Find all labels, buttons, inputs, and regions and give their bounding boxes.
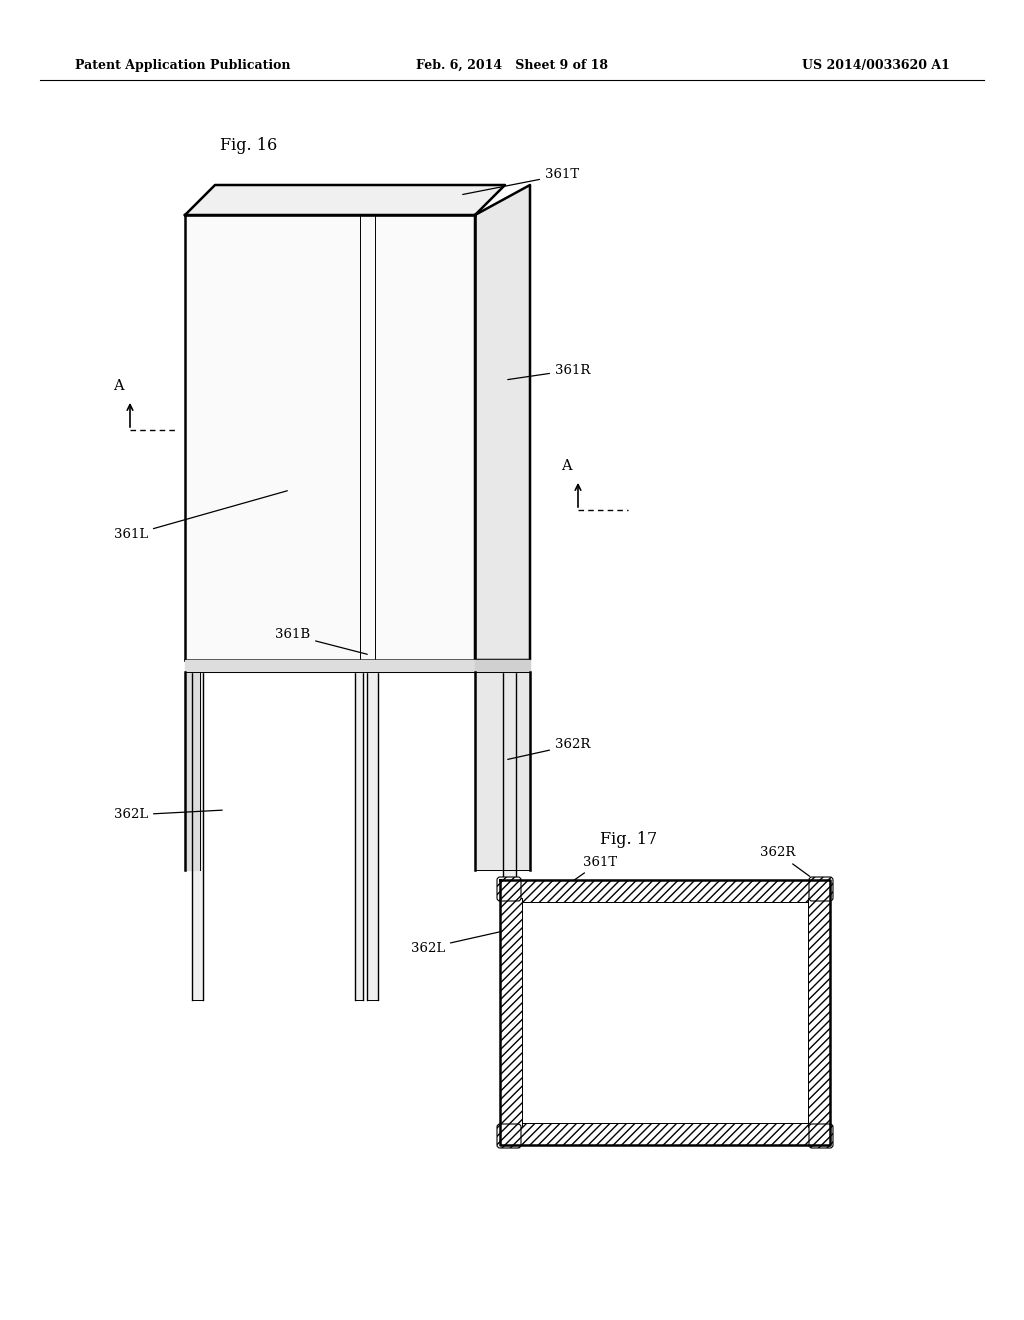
Text: US 2014/0033620 A1: US 2014/0033620 A1 (802, 58, 950, 71)
Text: 362R: 362R (508, 738, 591, 759)
FancyBboxPatch shape (497, 1125, 521, 1148)
Text: 361T: 361T (572, 855, 617, 882)
Text: 362L: 362L (411, 931, 505, 954)
Polygon shape (475, 660, 530, 672)
Polygon shape (500, 880, 830, 1144)
Text: 361T: 361T (463, 169, 580, 194)
Bar (522, 902, 808, 1123)
Text: A: A (561, 459, 571, 473)
Bar (518, 1123, 812, 1144)
Polygon shape (355, 672, 362, 1001)
Text: A: A (113, 379, 123, 393)
Text: 362L: 362L (114, 808, 222, 821)
Polygon shape (503, 672, 516, 1001)
Polygon shape (185, 185, 505, 215)
Polygon shape (475, 185, 530, 660)
Text: Feb. 6, 2014   Sheet 9 of 18: Feb. 6, 2014 Sheet 9 of 18 (416, 58, 608, 71)
Text: 361L: 361L (114, 491, 288, 541)
FancyBboxPatch shape (809, 1125, 833, 1148)
Polygon shape (185, 215, 475, 660)
Polygon shape (367, 672, 378, 1001)
FancyBboxPatch shape (809, 876, 833, 902)
Text: 361B: 361B (275, 628, 368, 655)
Polygon shape (185, 660, 475, 672)
Polygon shape (475, 672, 530, 870)
Text: 361R: 361R (508, 363, 591, 380)
Polygon shape (185, 672, 200, 870)
Bar (500, 898, 522, 1127)
Text: Fig. 17: Fig. 17 (600, 832, 657, 849)
Bar (808, 898, 830, 1127)
Text: Patent Application Publication: Patent Application Publication (75, 58, 291, 71)
Polygon shape (193, 672, 203, 1001)
FancyBboxPatch shape (497, 876, 521, 902)
Text: Fig. 16: Fig. 16 (220, 136, 278, 153)
Bar (518, 880, 812, 902)
Text: 362R: 362R (760, 846, 810, 876)
